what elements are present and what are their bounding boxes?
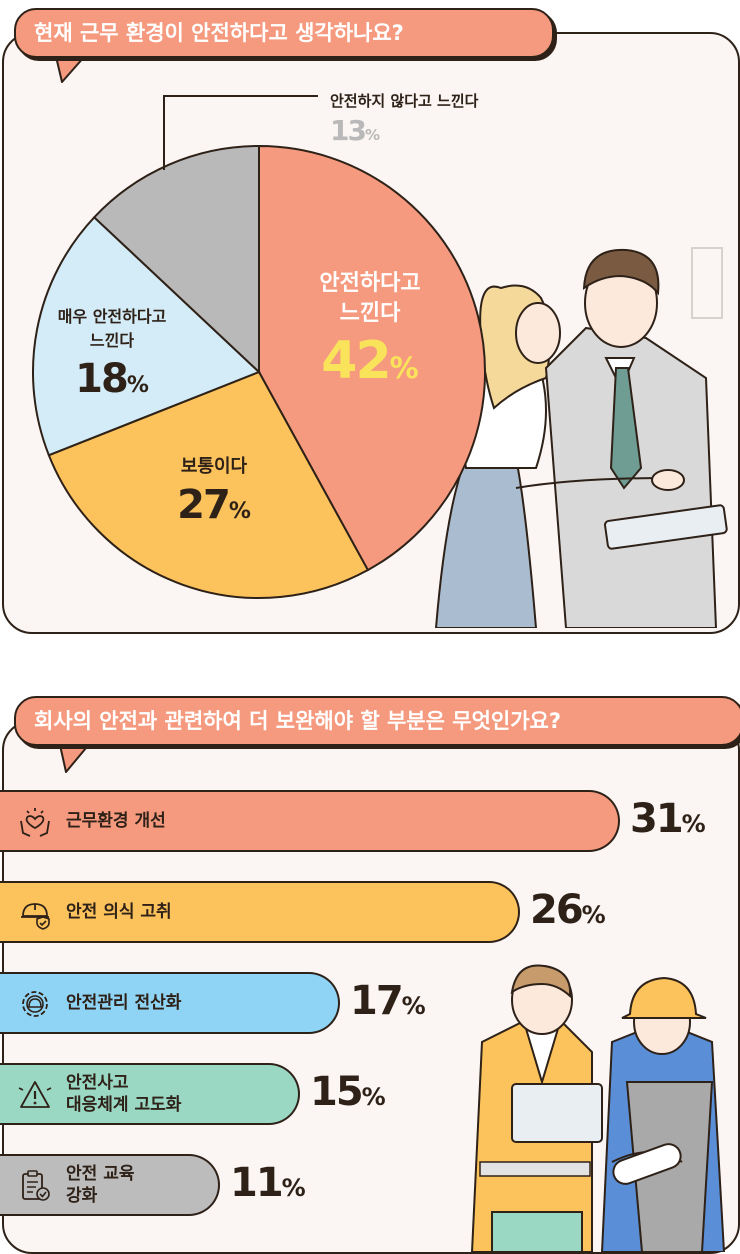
bar: 안전관리 전산화 [0, 972, 340, 1034]
pie-slice [32, 215, 261, 457]
pie-slice-label: 보통이다 [181, 456, 248, 477]
bar: 근무환경 개선 [0, 790, 620, 852]
pie-slice [47, 370, 370, 599]
pie-slice [258, 144, 486, 572]
bar-label: 안전관리 전산화 [66, 993, 182, 1013]
pie-question-bubble: 현재 근무 환경이 안전하다고 생각하나요? [14, 8, 554, 58]
construction-workers-illustration [470, 964, 726, 1252]
leader-line [163, 95, 318, 170]
pie-slice-value: 13% [330, 114, 380, 147]
bar-question-title: 회사의 안전과 관련하여 더 보완해야 할 부분은 무엇인가요? [34, 709, 562, 733]
pie-slice-label: 느낀다 [90, 331, 134, 350]
hands-heart-icon [18, 805, 52, 839]
helmet-check-icon [18, 896, 52, 930]
pie-label-group: 안전하지 않다고 느낀다 13% [330, 92, 479, 147]
bar-value-label: 26% [530, 887, 606, 933]
bar: 안전 의식 고취 [0, 881, 520, 943]
pie-slice-label: 매우 안전하다고 [58, 307, 167, 326]
pie-slice-value: 42% [321, 331, 418, 391]
bar-value-label: 11% [230, 1160, 306, 1206]
clipboard-check-icon [18, 1169, 52, 1203]
bar-question-bubble: 회사의 안전과 관련하여 더 보완해야 할 부분은 무엇인가요? [14, 696, 740, 746]
gear-helmet-icon [18, 987, 52, 1021]
pie-label-group: 보통이다 27% [177, 456, 251, 528]
bar-label: 근무환경 개선 [66, 811, 166, 831]
pie-slice [92, 144, 260, 375]
bar-label: 안전사고 대응체계 고도화 [66, 1073, 182, 1115]
bar: 안전사고 대응체계 고도화 [0, 1063, 300, 1125]
warning-triangle-icon [18, 1078, 52, 1112]
bar-value-label: 31% [630, 796, 706, 842]
office-workers-illustration [434, 247, 728, 628]
pie-question-title: 현재 근무 환경이 안전하다고 생각하나요? [34, 21, 404, 45]
pie-slice-label: 느낀다 [340, 301, 401, 326]
pie-slice-label: 안전하다고 [319, 271, 420, 296]
pie-slice-value: 18% [75, 356, 149, 402]
bar-label: 안전 의식 고취 [66, 902, 172, 922]
pie-slice-value: 27% [177, 482, 251, 528]
pie-slice-label: 안전하지 않다고 느낀다 [330, 92, 479, 110]
bar-value-label: 17% [350, 978, 426, 1024]
bar-label: 안전 교육 강화 [66, 1164, 135, 1206]
bar: 안전 교육 강화 [0, 1154, 220, 1216]
bar-value-label: 15% [310, 1069, 386, 1115]
